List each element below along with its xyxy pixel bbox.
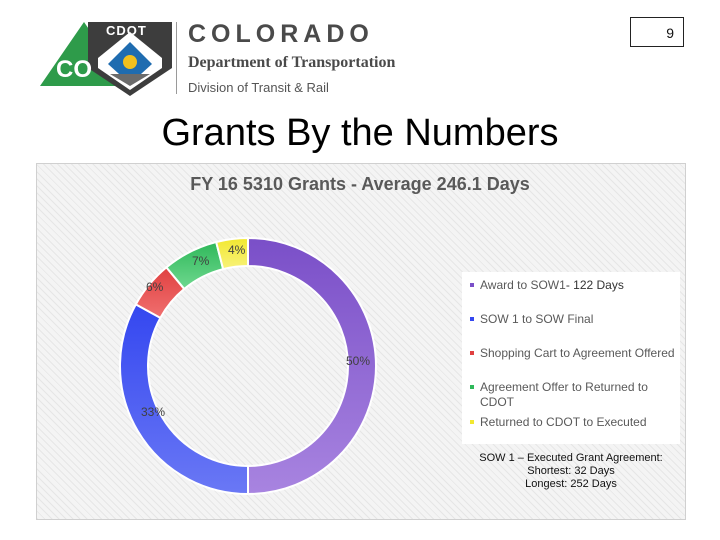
donut-slice-sow bbox=[119, 302, 249, 496]
legend-swatch-agreement bbox=[470, 385, 474, 389]
legend-swatch-returned bbox=[470, 420, 474, 424]
chart-title-text: FY 16 5310 Grants - Average 246.1 Days bbox=[190, 174, 530, 194]
note-line-shortest: Shortest: 32 Days bbox=[527, 465, 615, 477]
legend-item-shopping: Shopping Cart to Agreement Offered bbox=[470, 346, 685, 361]
legend-label-agreement: Agreement Offer to Returned to CDOT bbox=[480, 380, 648, 409]
chart-title: FY 16 5310 Grants - Average 246.1 Days bbox=[0, 174, 720, 195]
legend-item-agreement: Agreement Offer to Returned to CDOT bbox=[470, 380, 685, 410]
note-line-title: SOW 1 – Executed Grant Agreement: bbox=[479, 452, 663, 464]
logo-co-text: CO bbox=[56, 56, 92, 83]
legend-label-shopping: Shopping Cart to Agreement Offered bbox=[480, 346, 675, 360]
legend-item-sow: SOW 1 to SOW Final bbox=[470, 312, 685, 327]
logo-cdot-text: CDOT bbox=[106, 23, 147, 38]
chart-legend: Award to SOW1- 122 Days SOW 1 to SOW Fin… bbox=[462, 272, 680, 444]
donut-slice-returned bbox=[214, 236, 249, 271]
page-number: 9 bbox=[630, 17, 684, 47]
data-label-sow: 33% bbox=[141, 405, 166, 419]
legend-swatch-award bbox=[470, 283, 474, 287]
data-label-returned: 4% bbox=[228, 243, 246, 257]
donut-slice-award bbox=[247, 236, 377, 496]
data-label-award: 50% bbox=[346, 354, 371, 368]
legend-label-sow: SOW 1 to SOW Final bbox=[480, 312, 594, 326]
cdot-logo bbox=[40, 22, 172, 96]
brand-name: COLORADO bbox=[188, 20, 374, 48]
legend-item-returned: Returned to CDOT to Executed bbox=[470, 415, 685, 430]
legend-label-returned: Returned to CDOT to Executed bbox=[480, 415, 647, 429]
slide-title: Grants By the Numbers bbox=[161, 112, 559, 154]
legend-swatch-shopping bbox=[470, 351, 474, 355]
data-label-shopping: 6% bbox=[146, 280, 164, 294]
chart-note: SOW 1 – Executed Grant Agreement: Shorte… bbox=[462, 452, 680, 491]
legend-item-award: Award to SOW1- 122 Days bbox=[470, 278, 685, 293]
note-line-longest: Longest: 252 Days bbox=[525, 478, 617, 490]
brand-division: Division of Transit & Rail bbox=[188, 80, 329, 95]
data-label-agreement: 7% bbox=[192, 254, 210, 268]
brand-department: Department of Transportation bbox=[188, 54, 396, 71]
legend-annotation: - 122 Days bbox=[565, 278, 624, 292]
legend-swatch-sow bbox=[470, 317, 474, 321]
brand-divider bbox=[176, 22, 177, 94]
legend-label-award: Award to SOW1 bbox=[480, 278, 566, 292]
